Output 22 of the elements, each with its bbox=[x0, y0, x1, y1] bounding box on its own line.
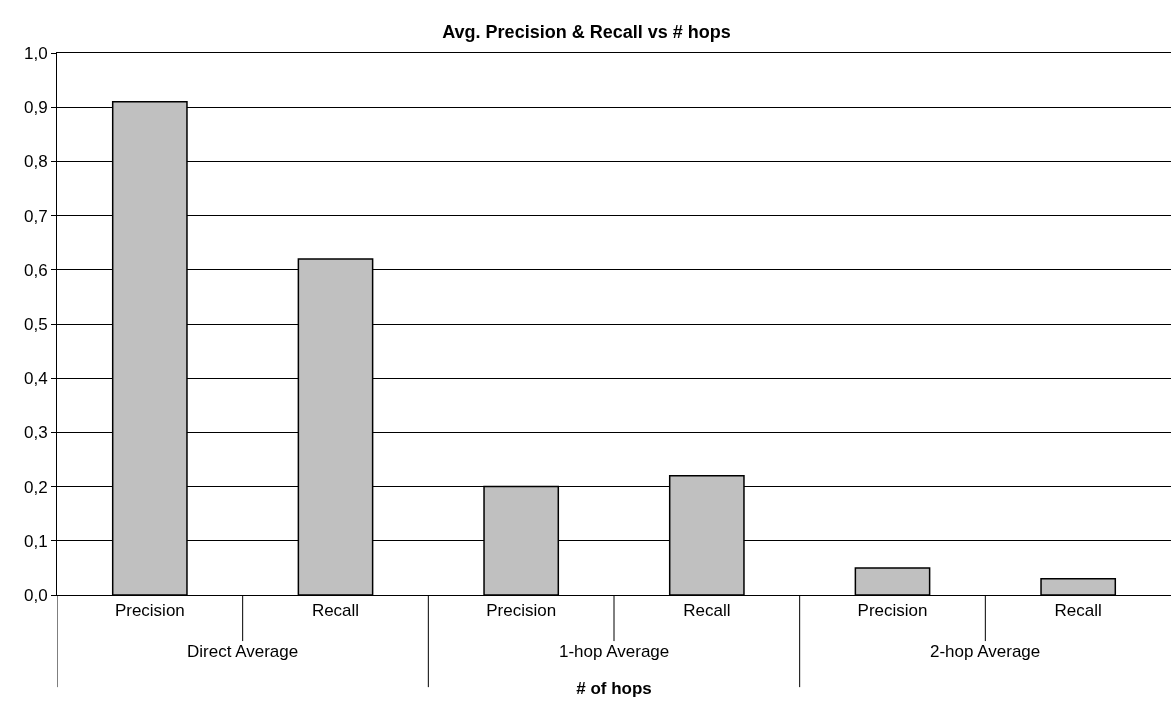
y-tick-label: 0,3 bbox=[23, 423, 48, 443]
text: Direct Average bbox=[187, 642, 299, 661]
y-tick-label: 0,1 bbox=[23, 531, 48, 551]
x-tick-label: Precision bbox=[486, 601, 557, 621]
y-tick-label: 0,6 bbox=[23, 260, 48, 280]
y-tick-label: 0,5 bbox=[23, 314, 48, 334]
y-tick-label: 0,4 bbox=[23, 369, 48, 389]
x-tick-label: Recall bbox=[311, 601, 360, 621]
x-axis-title: # of hops bbox=[576, 678, 652, 698]
y-tick-label: 0,7 bbox=[23, 206, 48, 226]
x-tick-label: Recall bbox=[1054, 601, 1102, 621]
y-tick-label: 0,2 bbox=[23, 477, 48, 497]
y-tick-label: 0,0 bbox=[23, 585, 48, 605]
y-tick-label: 1,0 bbox=[23, 43, 48, 63]
x-tick-label: Recall bbox=[683, 601, 731, 621]
text: 2-hop Average bbox=[930, 642, 1041, 661]
chart-title: Avg. Precision & Recall vs # hops bbox=[442, 21, 731, 42]
x-tick-label: Precision bbox=[114, 601, 185, 621]
x-tick-label: Precision bbox=[857, 601, 928, 621]
text: 1-hop Average bbox=[559, 642, 670, 661]
y-tick-label: 0,8 bbox=[23, 152, 48, 172]
y-tick-label: 0,9 bbox=[23, 98, 48, 118]
